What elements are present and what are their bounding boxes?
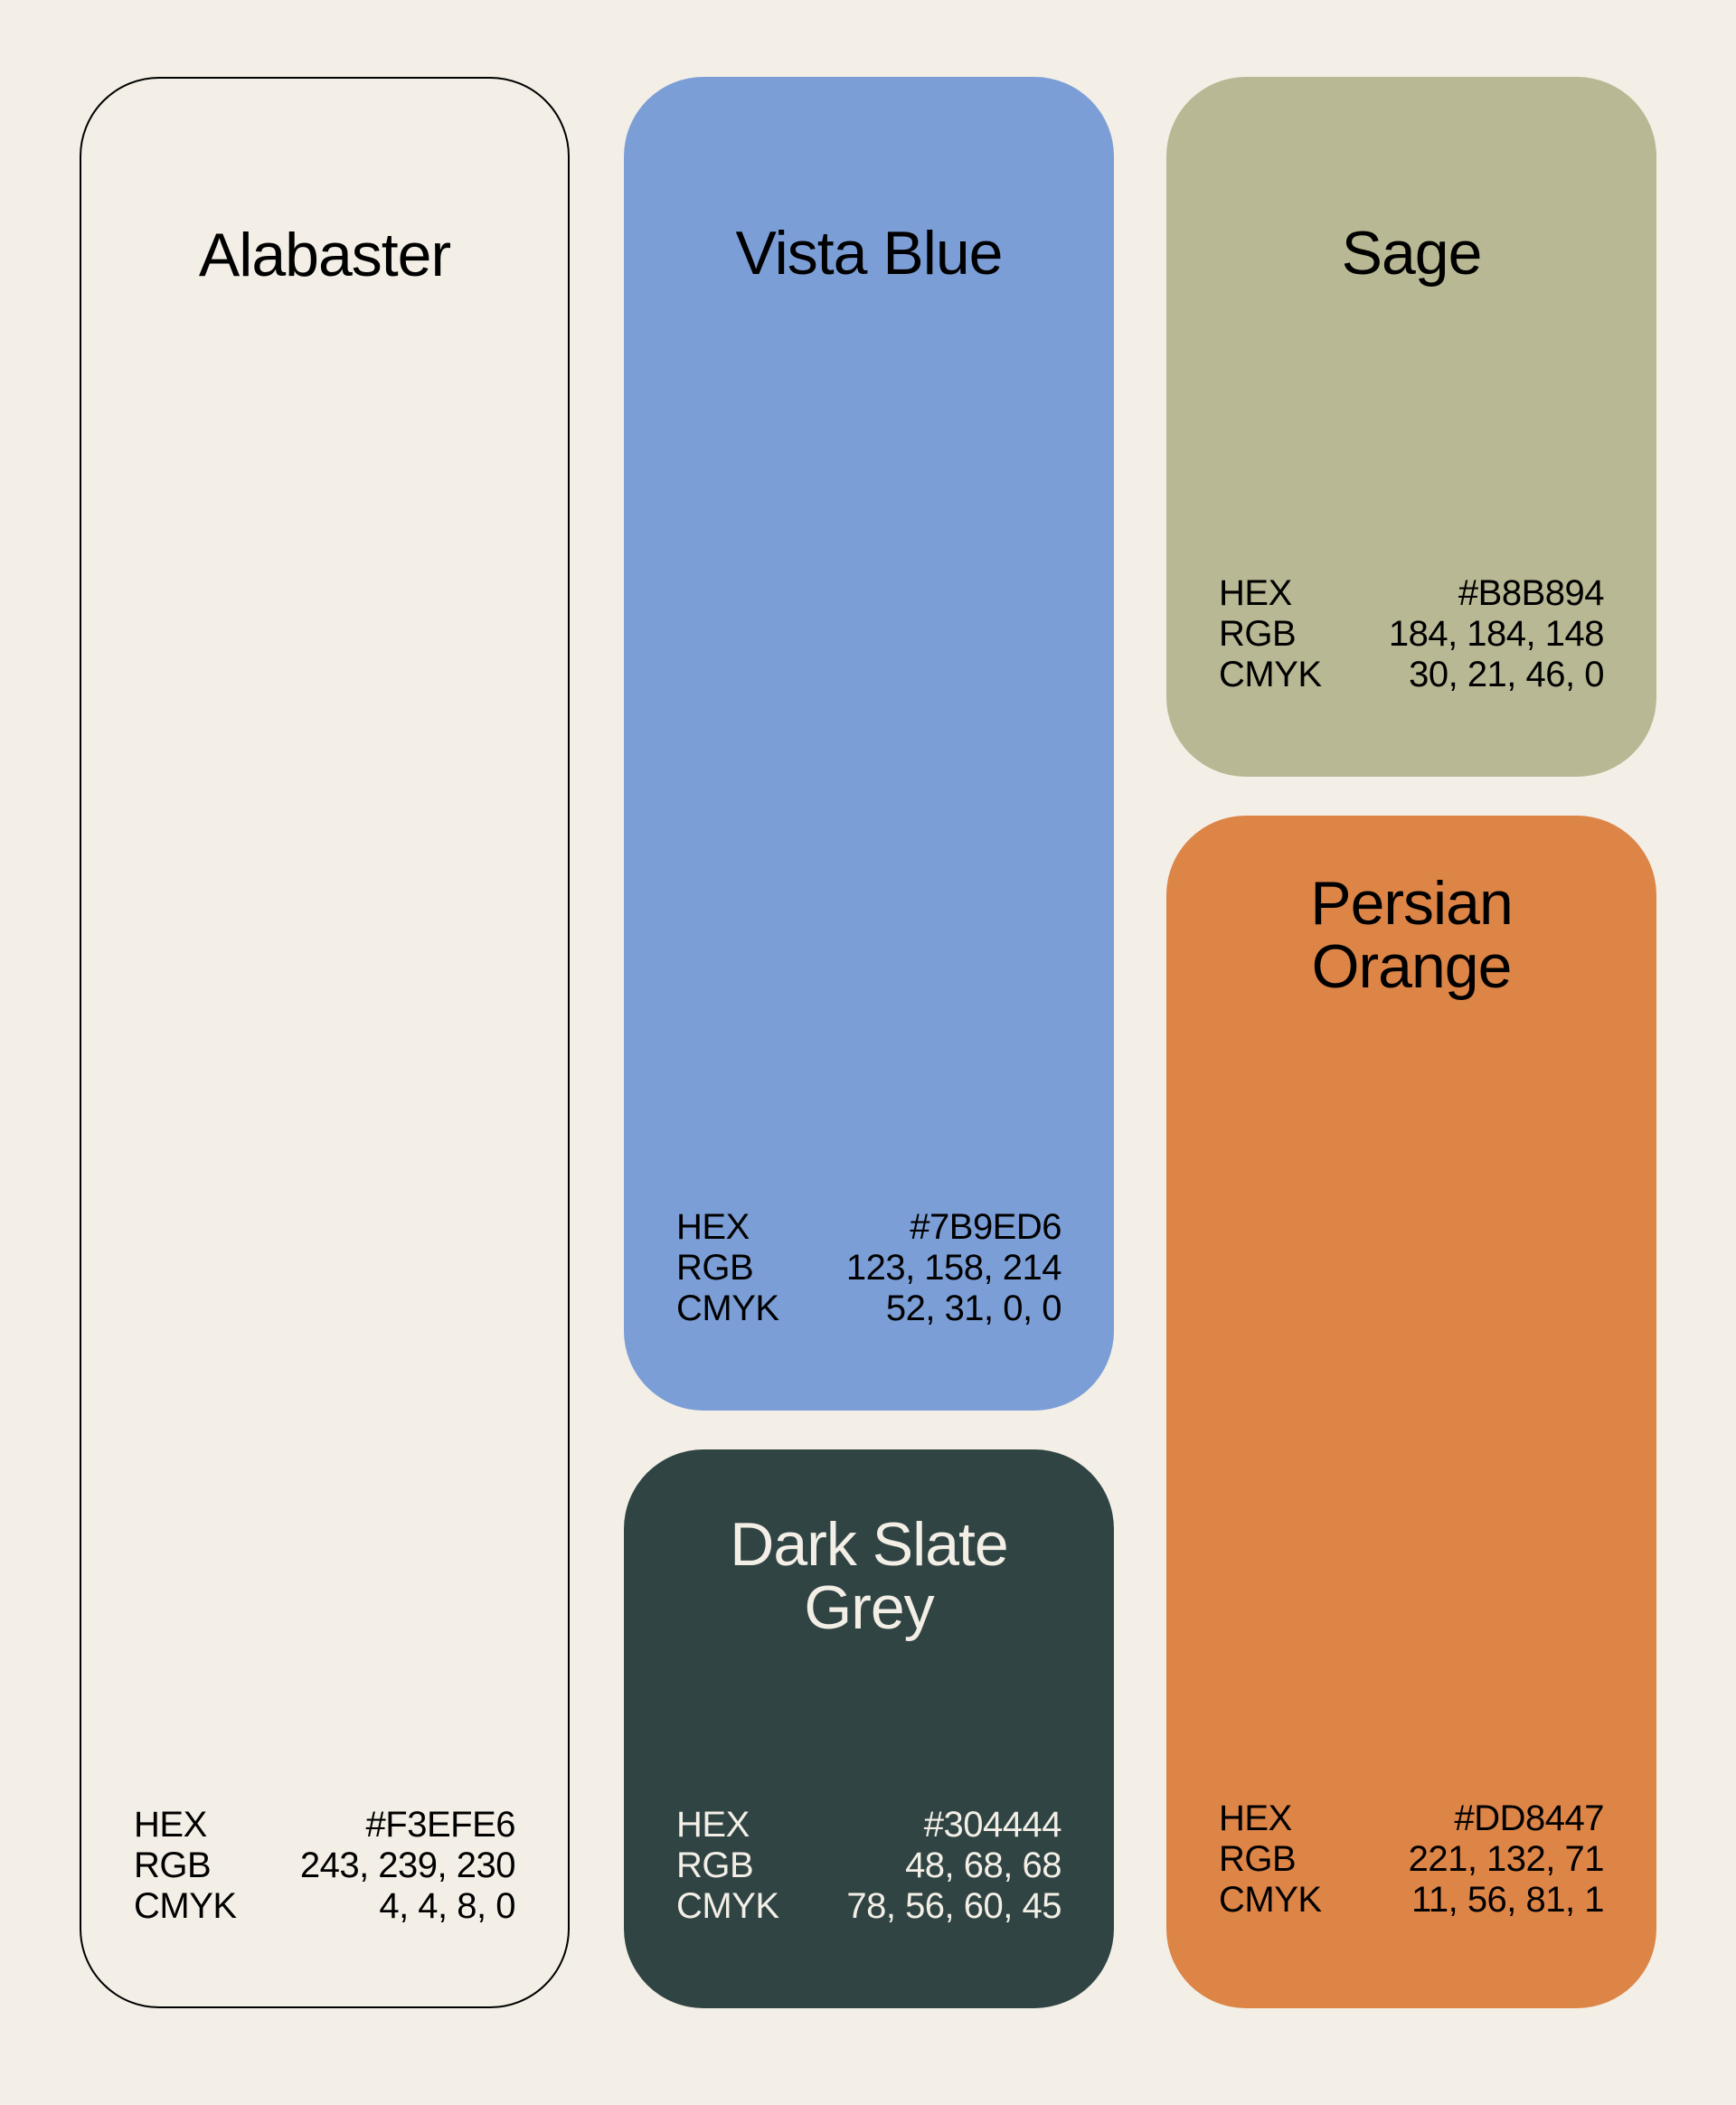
cmyk-row: CMYK 11, 56, 81, 1: [1219, 1880, 1604, 1921]
swatch-card-vista-blue: Vista Blue HEX #7B9ED6 RGB 123, 158, 214…: [624, 77, 1114, 1411]
hex-label: HEX: [676, 1805, 750, 1845]
rgb-row: RGB 184, 184, 148: [1219, 614, 1605, 655]
swatch-card-dark-slate-grey: Dark Slate Grey HEX #304444 RGB 48, 68, …: [624, 1449, 1114, 2008]
hex-row: HEX #F3EFE6: [134, 1805, 516, 1845]
hex-label: HEX: [134, 1805, 207, 1845]
cmyk-value: 52, 31, 0, 0: [885, 1288, 1062, 1328]
hex-value: #F3EFE6: [365, 1805, 516, 1845]
hex-value: #7B9ED6: [910, 1207, 1061, 1247]
hex-value: #304444: [923, 1805, 1062, 1845]
cmyk-row: CMYK 4, 4, 8, 0: [134, 1886, 515, 1927]
rgb-label: RGB: [1219, 614, 1297, 654]
hex-row: HEX #304444: [676, 1805, 1062, 1845]
hex-label: HEX: [1219, 1798, 1292, 1838]
rgb-row: RGB 221, 132, 71: [1219, 1839, 1605, 1880]
rgb-value: 243, 239, 230: [299, 1845, 516, 1885]
swatch-card-sage: Sage HEX #B8B894 RGB 184, 184, 148 CMYK …: [1166, 77, 1656, 777]
rgb-label: RGB: [134, 1845, 212, 1885]
rgb-label: RGB: [676, 1248, 754, 1288]
cmyk-value: 4, 4, 8, 0: [379, 1886, 515, 1926]
hex-value: #DD8447: [1454, 1798, 1604, 1838]
rgb-row: RGB 243, 239, 230: [134, 1845, 516, 1886]
rgb-row: RGB 48, 68, 68: [676, 1845, 1061, 1886]
color-specs: HEX #304444 RGB 48, 68, 68 CMYK 78, 56, …: [676, 1805, 1062, 1927]
rgb-value: 184, 184, 148: [1388, 614, 1605, 654]
cmyk-label: CMYK: [676, 1886, 779, 1926]
hex-row: HEX #DD8447: [1219, 1798, 1604, 1839]
cmyk-label: CMYK: [1219, 655, 1322, 694]
rgb-label: RGB: [676, 1845, 754, 1885]
cmyk-label: CMYK: [134, 1886, 237, 1926]
cmyk-value: 78, 56, 60, 45: [846, 1886, 1061, 1926]
cmyk-value: 11, 56, 81, 1: [1411, 1880, 1604, 1920]
color-specs: HEX #F3EFE6 RGB 243, 239, 230 CMYK 4, 4,…: [134, 1805, 516, 1927]
cmyk-row: CMYK 30, 21, 46, 0: [1219, 655, 1604, 695]
hex-label: HEX: [1219, 573, 1292, 613]
swatch-card-persian-orange: Persian Orange HEX #DD8447 RGB 221, 132,…: [1166, 816, 1656, 2008]
rgb-value: 48, 68, 68: [905, 1845, 1061, 1885]
swatch-name: Persian Orange: [1310, 869, 1514, 1001]
rgb-label: RGB: [1219, 1839, 1297, 1879]
hex-row: HEX #B8B894: [1219, 573, 1605, 614]
swatch-card-alabaster: Alabaster HEX #F3EFE6 RGB 243, 239, 230 …: [80, 77, 570, 2008]
hex-label: HEX: [676, 1207, 750, 1247]
color-specs: HEX #B8B894 RGB 184, 184, 148 CMYK 30, 2…: [1219, 573, 1605, 695]
rgb-value: 123, 158, 214: [845, 1248, 1062, 1288]
cmyk-label: CMYK: [676, 1288, 779, 1328]
cmyk-row: CMYK 52, 31, 0, 0: [676, 1288, 1062, 1329]
cmyk-label: CMYK: [1219, 1880, 1322, 1920]
cmyk-row: CMYK 78, 56, 60, 45: [676, 1886, 1061, 1927]
rgb-value: 221, 132, 71: [1408, 1839, 1605, 1879]
cmyk-value: 30, 21, 46, 0: [1409, 655, 1604, 694]
hex-value: #B8B894: [1458, 573, 1605, 613]
swatch-name: Alabaster: [198, 221, 451, 289]
swatch-name: Vista Blue: [735, 219, 1004, 288]
swatch-name: Dark Slate Grey: [730, 1510, 1008, 1642]
color-specs: HEX #7B9ED6 RGB 123, 158, 214 CMYK 52, 3…: [676, 1207, 1062, 1329]
color-specs: HEX #DD8447 RGB 221, 132, 71 CMYK 11, 56…: [1219, 1798, 1605, 1921]
hex-row: HEX #7B9ED6: [676, 1207, 1061, 1248]
rgb-row: RGB 123, 158, 214: [676, 1248, 1062, 1288]
swatch-name: Sage: [1341, 219, 1483, 288]
